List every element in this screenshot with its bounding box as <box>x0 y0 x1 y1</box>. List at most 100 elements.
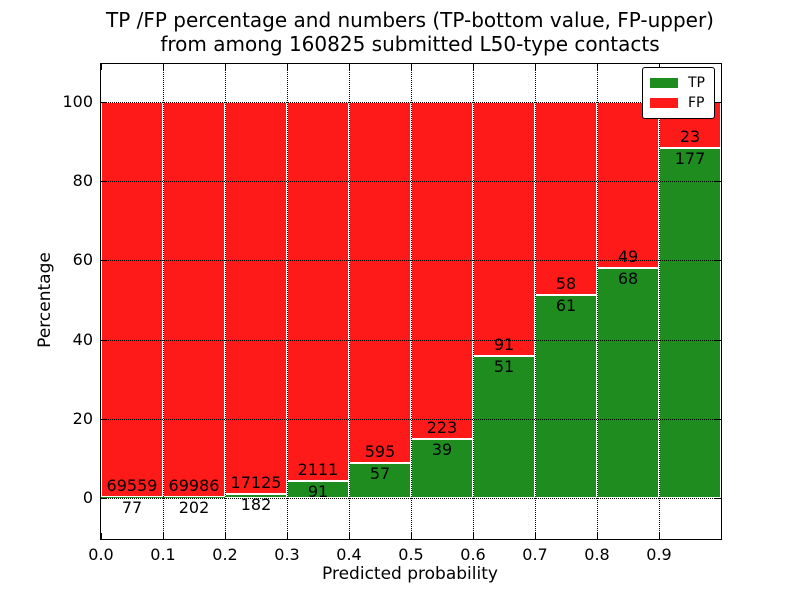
y-tick-label: 60 <box>72 250 93 270</box>
v-gridline <box>473 64 474 539</box>
x-tick-mark-bottom <box>473 533 474 539</box>
tp-count-label: 39 <box>431 439 453 459</box>
fp-count-label: 223 <box>426 417 458 437</box>
chart-title-line-1: TP /FP percentage and numbers (TP-bottom… <box>106 8 714 32</box>
tp-count-label: 177 <box>674 148 706 168</box>
fp-count-label: 69559 <box>106 476 158 496</box>
legend: TP FP <box>642 67 715 119</box>
v-gridline <box>535 64 536 539</box>
x-tick-mark-bottom <box>287 533 288 539</box>
y-tick-mark-left <box>101 339 107 341</box>
tp-count-label: 182 <box>240 494 272 514</box>
bar-fp-segment <box>349 102 411 464</box>
legend-label-fp: FP <box>688 95 705 111</box>
x-tick-mark-top <box>349 64 350 70</box>
v-gridline <box>287 64 288 539</box>
x-tick-mark-bottom <box>535 533 536 539</box>
x-tick-label: 0.5 <box>398 545 424 564</box>
x-tick-mark-top <box>287 64 288 70</box>
y-tick-mark-left <box>101 260 107 262</box>
y-tick-label: 0 <box>82 487 93 507</box>
y-tick-label: 20 <box>72 408 93 428</box>
plot-area: TP FP 0 20 40 60 80 100 0.0 0.1 0.2 0.3 0.4 0.5 0.6 0… <box>62 63 722 564</box>
v-gridline <box>411 64 412 539</box>
y-tick-mark-right <box>715 260 721 262</box>
fp-count-label: 69986 <box>168 475 220 495</box>
x-tick-label: 0.3 <box>274 545 300 564</box>
x-tick-mark-top <box>535 64 536 70</box>
bar-tp-segment <box>535 294 597 498</box>
y-tick-mark-right <box>715 102 721 103</box>
x-tick-label: 0.0 <box>88 545 114 564</box>
chart-title: TP /FP percentage and numbers (TP-bottom… <box>100 8 720 56</box>
y-tick-label: 100 <box>62 92 93 111</box>
fp-count-label: 595 <box>364 442 396 462</box>
x-tick-label: 0.6 <box>460 545 486 564</box>
bar-fp-segment <box>473 102 535 356</box>
x-tick-mark-top <box>101 64 102 70</box>
tp-count-label: 68 <box>617 268 639 288</box>
x-tick-label: 0.8 <box>584 545 610 564</box>
y-tick-mark-right <box>715 339 721 341</box>
bar-tp-segment <box>597 267 659 498</box>
fp-count-label: 2111 <box>297 460 339 480</box>
y-tick-mark-right <box>715 181 721 183</box>
x-tick-label: 0.1 <box>150 545 176 564</box>
tp-count-label: 91 <box>307 482 329 502</box>
v-gridline <box>163 64 164 539</box>
x-tick-label: 0.4 <box>336 545 362 564</box>
tp-count-label: 61 <box>555 295 577 315</box>
v-gridline <box>659 64 660 539</box>
fp-count-label: 23 <box>679 126 701 146</box>
bar-fp-segment <box>535 102 597 295</box>
x-tick-mark-bottom <box>597 533 598 539</box>
x-tick-mark-bottom <box>101 533 102 539</box>
y-tick-mark-left <box>101 102 107 103</box>
y-tick-label: 80 <box>72 171 93 191</box>
bar-fp-segment <box>287 102 349 482</box>
legend-entry-tp: TP <box>650 73 705 93</box>
fp-count-label: 49 <box>617 246 639 266</box>
legend-swatch-tp <box>650 78 678 88</box>
x-tick-mark-bottom <box>349 533 350 539</box>
bar-tp-segment <box>411 438 473 498</box>
x-tick-mark-bottom <box>659 533 660 539</box>
tp-count-label: 202 <box>178 497 210 517</box>
legend-entry-fp: FP <box>650 93 705 113</box>
v-gridline <box>225 64 226 539</box>
tp-count-label: 51 <box>493 356 515 376</box>
bar-fp-segment <box>225 102 287 494</box>
v-gridline <box>349 64 350 539</box>
fp-count-label: 91 <box>493 334 515 354</box>
x-tick-label: 0.2 <box>212 545 238 564</box>
bar-tp-segment <box>659 147 721 498</box>
x-tick-mark-top <box>225 64 226 70</box>
v-gridline <box>597 64 598 539</box>
bar-tp-segment <box>163 496 225 498</box>
x-tick-mark-bottom <box>163 533 164 539</box>
bar-fp-segment <box>597 102 659 268</box>
y-tick-mark-right <box>715 497 721 499</box>
bar-fp-segment <box>411 102 473 439</box>
tp-count-label: 57 <box>369 464 391 484</box>
y-tick-mark-left <box>101 418 107 420</box>
legend-label-tp: TP <box>688 75 705 91</box>
bar-tp-segment <box>473 355 535 498</box>
fp-count-label: 58 <box>555 273 577 293</box>
bar-fp-segment <box>163 102 225 497</box>
x-tick-mark-bottom <box>411 533 412 539</box>
y-tick-label: 40 <box>72 329 93 349</box>
y-tick-mark-left <box>101 181 107 183</box>
tp-count-label: 77 <box>121 498 143 518</box>
y-tick-mark-right <box>715 418 721 420</box>
x-tick-mark-top <box>473 64 474 70</box>
x-tick-mark-top <box>411 64 412 70</box>
y-tick-mark-left <box>101 497 107 499</box>
x-tick-mark-top <box>163 64 164 70</box>
x-tick-mark-top <box>597 64 598 70</box>
bar-fp-segment <box>101 102 163 498</box>
legend-swatch-fp <box>650 98 678 108</box>
fp-count-label: 17125 <box>230 472 282 492</box>
x-axis-label: Predicted probability <box>322 564 498 584</box>
